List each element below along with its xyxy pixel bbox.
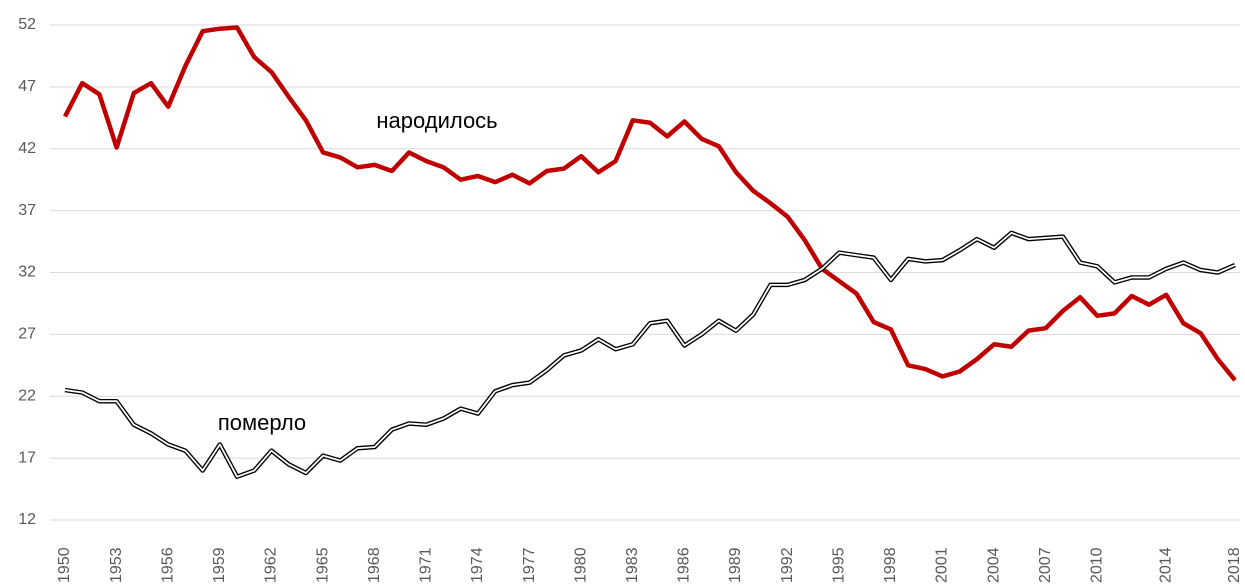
x-tick-label: 1965 xyxy=(314,547,331,583)
x-tick-label: 1998 xyxy=(882,547,899,583)
y-tick-label: 12 xyxy=(18,511,36,528)
x-tick-label: 1989 xyxy=(727,547,744,583)
annotation: померло xyxy=(218,410,306,435)
x-tick-label: 1974 xyxy=(469,547,486,583)
line xyxy=(62,25,1237,382)
x-tick-label: 2004 xyxy=(985,547,1002,583)
x-tick-label: 1962 xyxy=(263,547,280,583)
x-tick-label: 1983 xyxy=(624,547,641,583)
y-tick-label: 47 xyxy=(18,78,36,95)
x-tick-label: 1968 xyxy=(366,547,383,583)
x-tick-label: 1953 xyxy=(108,547,125,583)
y-tick-label: 37 xyxy=(18,202,36,219)
x-tick-label: 1995 xyxy=(830,547,847,583)
y-tick-label: 22 xyxy=(18,387,36,404)
x-tick-label: 1971 xyxy=(418,547,435,583)
x-tick-label: 1992 xyxy=(779,547,796,583)
y-tick-label: 52 xyxy=(18,16,36,33)
y-tick-label: 32 xyxy=(18,264,36,281)
y-tick-label: 27 xyxy=(18,326,36,343)
x-tick-label: 1980 xyxy=(572,547,589,583)
annotation: народилось xyxy=(376,108,497,133)
x-tick-label: 1956 xyxy=(159,547,176,583)
x-tick-label: 2001 xyxy=(934,547,951,583)
x-tick-label: 2018 xyxy=(1226,547,1243,583)
x-tick-label: 1959 xyxy=(211,547,228,583)
line-inner xyxy=(64,232,1236,478)
x-tick-label: 1977 xyxy=(521,547,538,583)
line xyxy=(64,230,1236,479)
x-tick-label: 1950 xyxy=(56,547,73,583)
y-tick-label: 17 xyxy=(18,449,36,466)
x-tick-label: 1986 xyxy=(676,547,693,583)
x-tick-label: 2014 xyxy=(1157,547,1174,583)
y-tick-label: 42 xyxy=(18,140,36,157)
x-tick-label: 2010 xyxy=(1089,547,1106,583)
x-tick-label: 2007 xyxy=(1037,547,1054,583)
